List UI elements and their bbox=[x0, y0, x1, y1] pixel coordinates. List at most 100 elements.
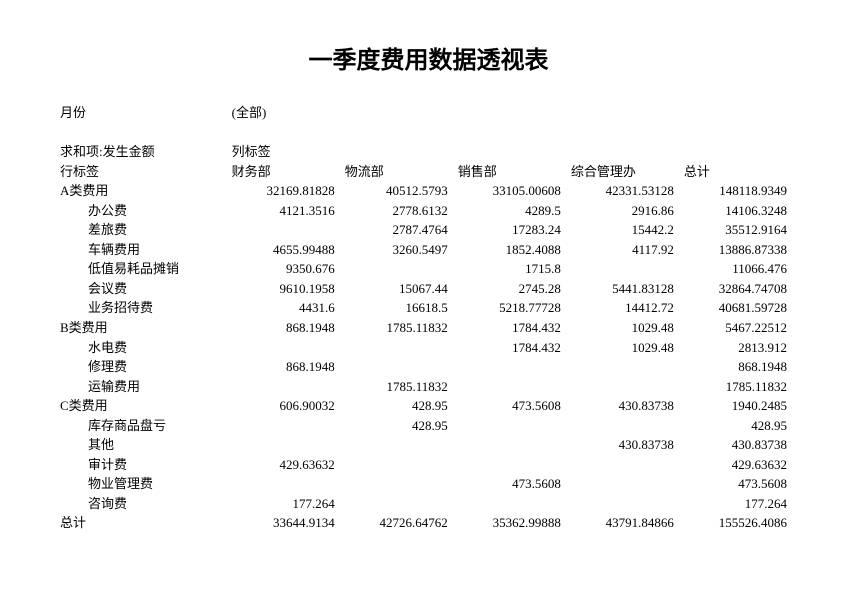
row-label: 运输费用 bbox=[60, 377, 232, 397]
cell-value: 9610.1958 bbox=[232, 279, 345, 299]
table-row: 物业管理费473.5608473.5608 bbox=[60, 474, 797, 494]
table-row: 差旅费2787.476417283.2415442.235512.9164 bbox=[60, 220, 797, 240]
cell-value: 1784.432 bbox=[458, 338, 571, 358]
cell-value: 17283.24 bbox=[458, 220, 571, 240]
cell-value: 42726.64762 bbox=[345, 513, 458, 533]
cell-value: 2813.912 bbox=[684, 338, 797, 358]
cell-value: 16618.5 bbox=[345, 298, 458, 318]
spacer bbox=[60, 123, 232, 143]
column-header: 财务部 bbox=[232, 162, 345, 182]
cell-value: 35362.99888 bbox=[458, 513, 571, 533]
table-row: C类费用606.90032428.95473.5608430.837381940… bbox=[60, 396, 797, 416]
row-label: 物业管理费 bbox=[60, 474, 232, 494]
row-label: 审计费 bbox=[60, 455, 232, 475]
cell-value: 1029.48 bbox=[571, 338, 684, 358]
cell-value: 33105.00608 bbox=[458, 181, 571, 201]
col-header-label: 列标签 bbox=[232, 142, 345, 162]
cell-value: 428.95 bbox=[684, 416, 797, 436]
column-header: 总计 bbox=[684, 162, 797, 182]
cell-value: 868.1948 bbox=[684, 357, 797, 377]
cell-value: 148118.9349 bbox=[684, 181, 797, 201]
cell-value: 429.63632 bbox=[684, 455, 797, 475]
cell-value bbox=[232, 220, 345, 240]
cell-value: 429.63632 bbox=[232, 455, 345, 475]
cell-value: 4117.92 bbox=[571, 240, 684, 260]
cell-value bbox=[458, 494, 571, 514]
empty-cell bbox=[571, 103, 684, 123]
table-row: B类费用868.19481785.118321784.4321029.48546… bbox=[60, 318, 797, 338]
cell-value bbox=[345, 357, 458, 377]
cell-value: 4289.5 bbox=[458, 201, 571, 221]
cell-value bbox=[232, 377, 345, 397]
cell-value: 14412.72 bbox=[571, 298, 684, 318]
cell-value: 32864.74708 bbox=[684, 279, 797, 299]
row-label: 其他 bbox=[60, 435, 232, 455]
cell-value: 1715.8 bbox=[458, 259, 571, 279]
cell-value: 473.5608 bbox=[458, 396, 571, 416]
cell-value: 9350.676 bbox=[232, 259, 345, 279]
table-row: 车辆费用4655.994883260.54971852.40884117.921… bbox=[60, 240, 797, 260]
row-label: 业务招待费 bbox=[60, 298, 232, 318]
cell-value: 155526.4086 bbox=[684, 513, 797, 533]
cell-value bbox=[571, 357, 684, 377]
cell-value bbox=[458, 455, 571, 475]
row-label: 总计 bbox=[60, 513, 232, 533]
empty-cell bbox=[684, 142, 797, 162]
row-label: 会议费 bbox=[60, 279, 232, 299]
cell-value bbox=[571, 259, 684, 279]
pivot-table: 月份(全部) 求和项:发生金额列标签行标签财务部物流部销售部综合管理办总计A类费… bbox=[60, 103, 797, 533]
empty-cell bbox=[345, 103, 458, 123]
row-label: 车辆费用 bbox=[60, 240, 232, 260]
row-label: 差旅费 bbox=[60, 220, 232, 240]
filter-label: 月份 bbox=[60, 103, 232, 123]
cell-value: 40512.5793 bbox=[345, 181, 458, 201]
cell-value bbox=[232, 416, 345, 436]
page-title: 一季度费用数据透视表 bbox=[60, 40, 797, 75]
row-label: B类费用 bbox=[60, 318, 232, 338]
cell-value: 177.264 bbox=[232, 494, 345, 514]
cell-value bbox=[458, 416, 571, 436]
column-header: 综合管理办 bbox=[571, 162, 684, 182]
cell-value: 606.90032 bbox=[232, 396, 345, 416]
cell-value: 11066.476 bbox=[684, 259, 797, 279]
table-row: 运输费用1785.118321785.11832 bbox=[60, 377, 797, 397]
table-row: 办公费4121.35162778.61324289.52916.8614106.… bbox=[60, 201, 797, 221]
cell-value: 40681.59728 bbox=[684, 298, 797, 318]
cell-value: 1784.432 bbox=[458, 318, 571, 338]
cell-value: 2778.6132 bbox=[345, 201, 458, 221]
empty-cell bbox=[345, 142, 458, 162]
pivot-table-document: 一季度费用数据透视表 月份(全部) 求和项:发生金额列标签行标签财务部物流部销售… bbox=[0, 0, 857, 533]
cell-value bbox=[458, 357, 571, 377]
table-row: 会议费9610.195815067.442745.285441.83128328… bbox=[60, 279, 797, 299]
cell-value: 4655.99488 bbox=[232, 240, 345, 260]
row-label: 水电费 bbox=[60, 338, 232, 358]
row-label: C类费用 bbox=[60, 396, 232, 416]
cell-value: 32169.81828 bbox=[232, 181, 345, 201]
row-label: A类费用 bbox=[60, 181, 232, 201]
cell-value bbox=[571, 416, 684, 436]
cell-value: 5467.22512 bbox=[684, 318, 797, 338]
cell-value bbox=[232, 435, 345, 455]
cell-value: 430.83738 bbox=[684, 435, 797, 455]
table-row: 求和项:发生金额列标签 bbox=[60, 142, 797, 162]
cell-value: 177.264 bbox=[684, 494, 797, 514]
cell-value: 5441.83128 bbox=[571, 279, 684, 299]
cell-value: 2787.4764 bbox=[345, 220, 458, 240]
cell-value bbox=[232, 474, 345, 494]
cell-value: 868.1948 bbox=[232, 357, 345, 377]
row-label: 低值易耗品摊销 bbox=[60, 259, 232, 279]
table-row: 咨询费177.264177.264 bbox=[60, 494, 797, 514]
cell-value: 3260.5497 bbox=[345, 240, 458, 260]
cell-value: 473.5608 bbox=[684, 474, 797, 494]
empty-cell bbox=[458, 123, 571, 143]
row-header-label: 行标签 bbox=[60, 162, 232, 182]
table-row: 库存商品盘亏428.95428.95 bbox=[60, 416, 797, 436]
cell-value bbox=[571, 377, 684, 397]
cell-value: 33644.9134 bbox=[232, 513, 345, 533]
cell-value: 430.83738 bbox=[571, 435, 684, 455]
empty-cell bbox=[458, 103, 571, 123]
cell-value: 15442.2 bbox=[571, 220, 684, 240]
cell-value bbox=[232, 338, 345, 358]
cell-value: 1852.4088 bbox=[458, 240, 571, 260]
cell-value: 2916.86 bbox=[571, 201, 684, 221]
